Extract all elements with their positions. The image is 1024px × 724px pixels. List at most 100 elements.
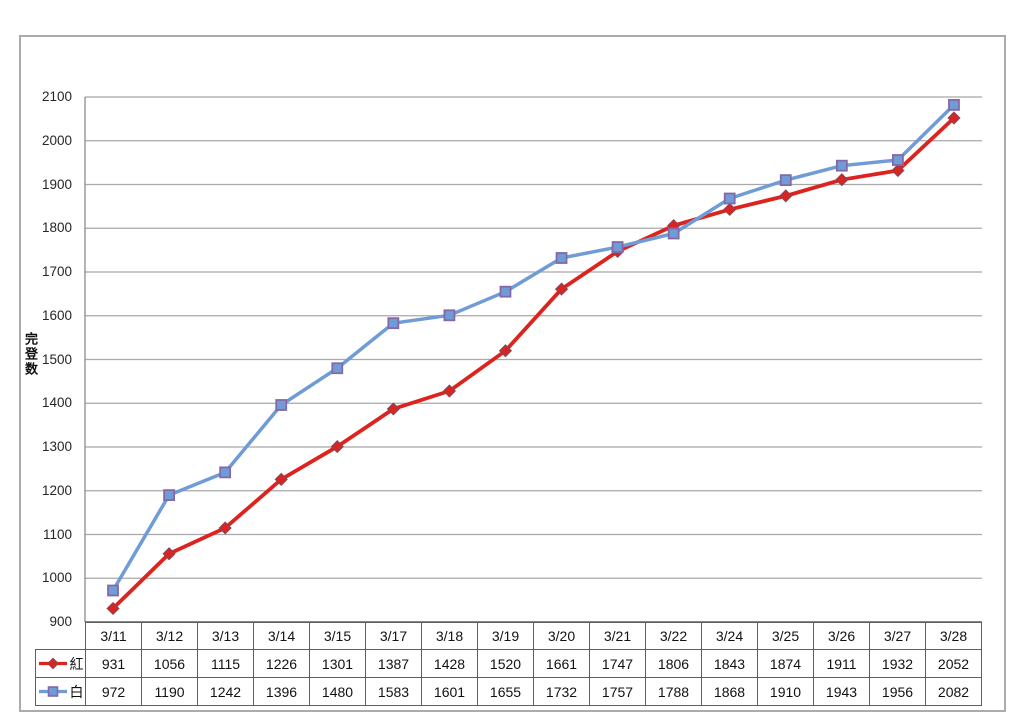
diamond-marker <box>386 402 400 416</box>
value-cell: 1387 <box>365 649 422 678</box>
gridlines <box>85 96 982 579</box>
date-cell: 3/27 <box>869 622 926 650</box>
value-cell: 1661 <box>533 649 590 678</box>
square-marker <box>219 466 232 479</box>
value-cell: 1190 <box>141 677 198 706</box>
square-marker <box>948 98 960 111</box>
date-cell: 3/22 <box>645 622 702 650</box>
square-marker <box>331 362 344 375</box>
square-marker <box>163 489 175 502</box>
series-0-line <box>111 116 956 611</box>
date-cell: 3/18 <box>421 622 478 650</box>
legend-cell: 白 <box>35 677 86 706</box>
date-header-row: 3/11 3/12 3/13 3/14 3/15 3/17 3/18 3/19 3/20 3/21… <box>36 622 982 650</box>
value-cell: 972 <box>85 677 142 706</box>
date-cell: 3/28 <box>925 622 982 650</box>
date-cell: 3/12 <box>141 622 198 650</box>
diamond-marker <box>723 202 737 217</box>
legend-cell: 紅 <box>35 649 86 678</box>
diamond-marker <box>498 344 513 358</box>
value-cell: 1943 <box>813 677 870 706</box>
y-tick-label: 900 <box>49 614 72 629</box>
date-cell: 3/13 <box>197 622 254 650</box>
diamond-marker <box>218 521 232 535</box>
y-tick-label: 1500 <box>41 351 72 367</box>
series-1-row: 白 972 1190 1242 1396 1480 1583 1601 1655 1732 1757… <box>35 677 982 706</box>
diamond-marker <box>947 111 961 125</box>
value-cell: 1115 <box>197 649 254 678</box>
value-cell: 1806 <box>645 649 702 678</box>
y-tick-label: 1600 <box>41 307 72 323</box>
date-cell: 3/14 <box>253 622 310 650</box>
y-tick-label: 1100 <box>42 526 72 542</box>
value-cell: 1226 <box>253 649 310 678</box>
diamond-marker <box>554 282 569 296</box>
date-cell: 3/11 <box>85 622 142 650</box>
square-marker <box>555 252 568 264</box>
y-tick-label: 1700 <box>41 264 72 279</box>
value-cell: 1956 <box>869 677 926 706</box>
value-cell: 1583 <box>365 677 422 706</box>
legend-label: 紅 <box>69 655 84 672</box>
value-cell: 1428 <box>421 649 478 678</box>
square-marker <box>611 241 624 253</box>
square-marker <box>835 159 848 172</box>
date-cell: 3/24 <box>701 622 758 650</box>
value-cell: 1757 <box>589 677 646 706</box>
value-cell: 2082 <box>925 677 982 706</box>
value-cell: 1911 <box>813 649 870 678</box>
square-marker <box>387 317 400 330</box>
value-cell: 1056 <box>141 649 198 678</box>
diamond-marker <box>162 547 176 561</box>
date-cell: 3/21 <box>589 622 646 650</box>
value-cell: 1910 <box>757 677 814 706</box>
y-tick-label: 1200 <box>41 482 72 498</box>
date-cell: 3/20 <box>533 622 590 650</box>
diamond-marker <box>779 189 793 203</box>
diamond-marker <box>274 472 288 486</box>
value-cell: 1655 <box>477 677 534 706</box>
square-marker <box>779 174 792 187</box>
value-cell: 1396 <box>253 677 310 706</box>
date-cell: 3/17 <box>365 622 422 650</box>
value-cell: 1480 <box>309 677 366 706</box>
date-cell: 3/15 <box>309 622 366 650</box>
series-1-group <box>107 98 960 597</box>
square-marker <box>723 192 736 205</box>
square-marker <box>892 154 904 166</box>
legend-key-icon <box>38 657 67 670</box>
square-marker <box>275 399 288 411</box>
diamond-marker <box>330 439 344 454</box>
y-axis-title: 完登数 <box>23 332 38 377</box>
y-tick-label: 1900 <box>41 176 72 192</box>
diamond-marker <box>835 173 849 187</box>
value-cell: 1601 <box>421 677 478 706</box>
value-cell: 1932 <box>869 649 926 678</box>
square-marker <box>107 584 119 597</box>
legend-label: 白 <box>69 683 84 700</box>
y-tick-label: 1800 <box>41 220 72 236</box>
chart-outer-border <box>19 35 1006 712</box>
value-cell: 1520 <box>477 649 534 678</box>
y-tick-label: 2000 <box>41 132 72 148</box>
date-cell: 3/26 <box>813 622 870 650</box>
value-cell: 1747 <box>589 649 646 678</box>
table-corner-cell <box>36 623 86 650</box>
square-marker <box>499 285 512 298</box>
value-cell: 1843 <box>701 649 758 678</box>
series-0-row: 紅 931 1056 1115 1226 1301 1387 1428 1520 1661 1747… <box>35 649 982 678</box>
series-1-line <box>111 103 956 593</box>
chart-data-table: 3/11 3/12 3/13 3/14 3/15 3/17 3/18 3/19 3/20 3/21… <box>35 622 982 706</box>
value-cell: 1301 <box>309 649 366 678</box>
y-tick-label: 1000 <box>41 570 72 586</box>
value-cell: 1874 <box>757 649 814 678</box>
date-cell: 3/25 <box>757 622 814 650</box>
value-cell: 2052 <box>925 649 982 678</box>
diamond-marker <box>891 163 905 178</box>
value-cell: 1868 <box>701 677 758 706</box>
value-cell: 1732 <box>533 677 590 706</box>
legend-key-icon <box>38 686 67 697</box>
date-cell: 3/19 <box>477 622 534 650</box>
square-marker <box>667 227 680 240</box>
